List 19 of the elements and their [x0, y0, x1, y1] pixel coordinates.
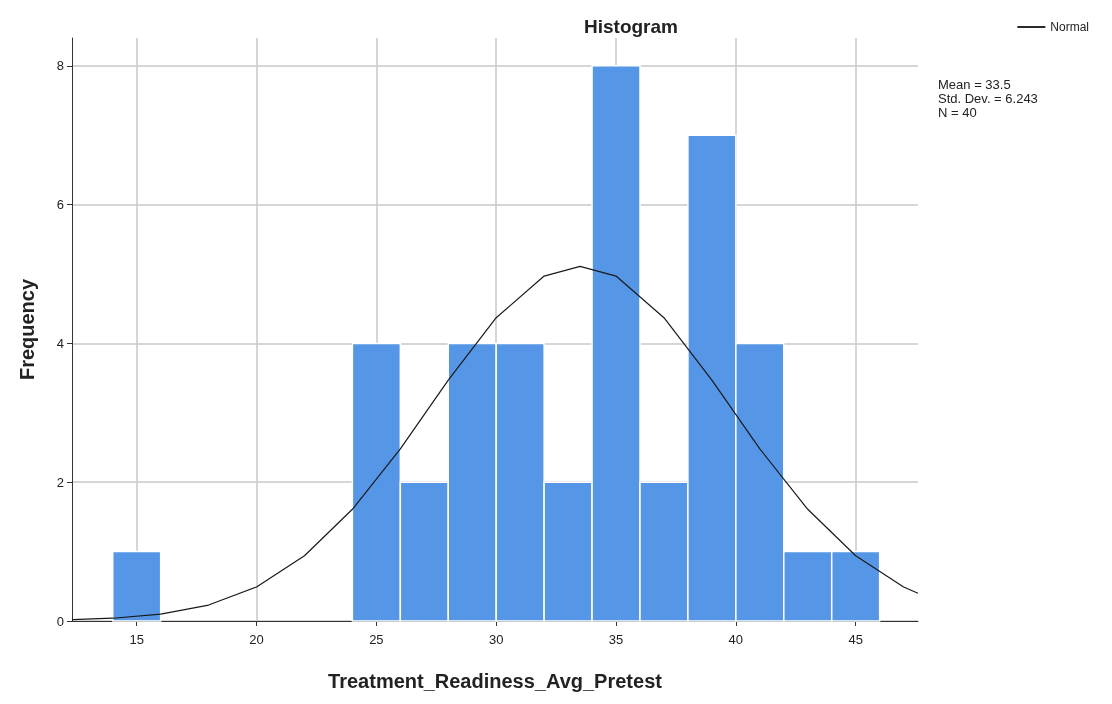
x-tick-label: 30	[488, 632, 504, 647]
x-tick-label: 45	[848, 632, 863, 647]
y-tick-label: 2	[56, 474, 64, 490]
x-tick-label: 15	[129, 632, 144, 647]
x-tick-label: 20	[249, 632, 264, 647]
y-tick-label: 4	[56, 335, 64, 351]
x-axis-title: Treatment_Readiness_Avg_Pretest	[328, 670, 663, 692]
x-tick-label: 25	[369, 632, 384, 647]
y-axis-title: Frequency	[16, 278, 38, 381]
x-tick-label: 35	[608, 632, 624, 647]
text: N = 40	[938, 105, 977, 120]
legend-label: Normal	[1050, 20, 1089, 34]
y-tick-label: 0	[56, 613, 64, 629]
y-tick-label: 8	[56, 58, 64, 74]
chart-title: Histogram	[584, 16, 678, 37]
x-tick-label: 40	[728, 632, 744, 647]
text: Mean = 33.5	[938, 77, 1011, 92]
text: Std. Dev. = 6.243	[938, 91, 1038, 106]
y-tick-label: 6	[56, 197, 64, 213]
